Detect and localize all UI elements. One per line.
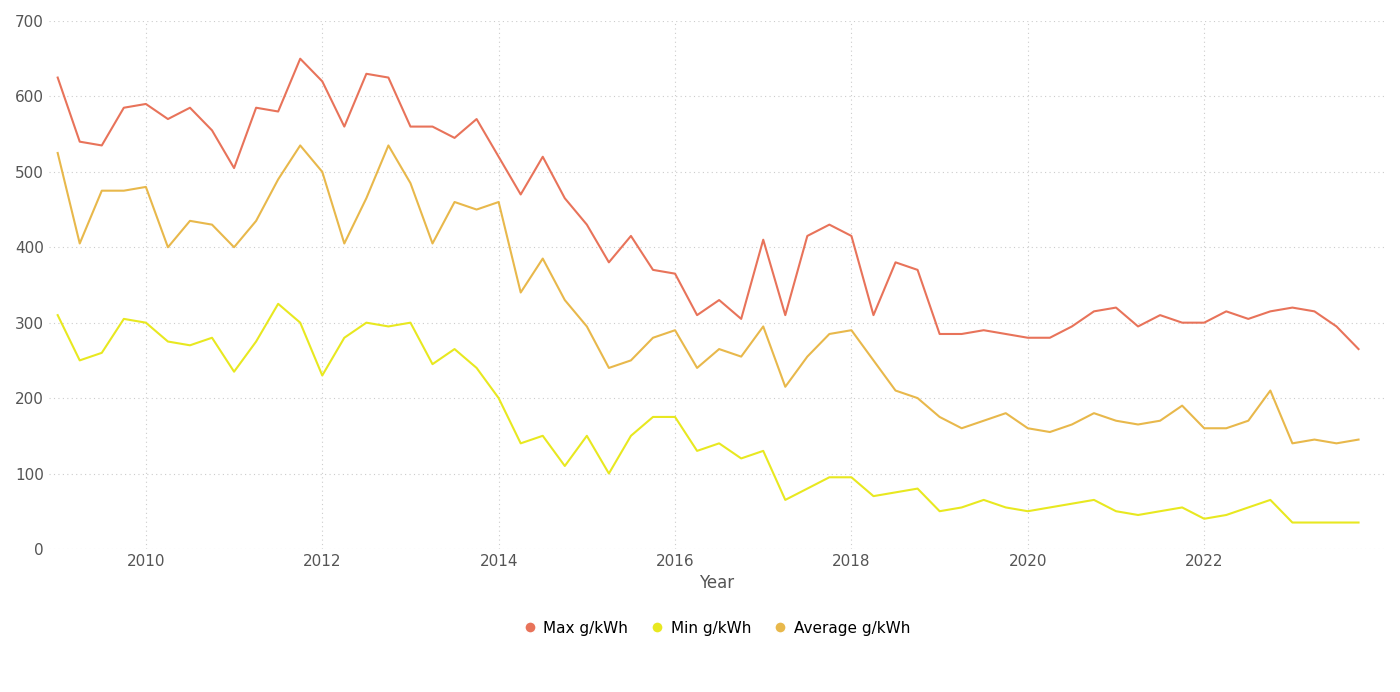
Min g/kWh [402, 318, 419, 327]
Min g/kWh [490, 394, 507, 402]
Average g/kWh [49, 149, 66, 157]
Min g/kWh [512, 439, 529, 448]
Average g/kWh [447, 198, 463, 206]
Max g/kWh [490, 153, 507, 161]
Average g/kWh [490, 198, 507, 206]
X-axis label: Year: Year [700, 574, 735, 592]
Max g/kWh [270, 107, 287, 116]
Max g/kWh [49, 73, 66, 82]
Max g/kWh [291, 55, 308, 63]
Min g/kWh [1284, 518, 1301, 527]
Max g/kWh [1350, 345, 1366, 353]
Line: Min g/kWh: Min g/kWh [57, 304, 1358, 522]
Average g/kWh [291, 141, 308, 149]
Max g/kWh [512, 190, 529, 199]
Max g/kWh [447, 134, 463, 142]
Min g/kWh [447, 345, 463, 353]
Average g/kWh [1284, 439, 1301, 448]
Max g/kWh [402, 122, 419, 131]
Min g/kWh [49, 311, 66, 319]
Line: Max g/kWh: Max g/kWh [57, 59, 1358, 349]
Average g/kWh [402, 179, 419, 188]
Average g/kWh [512, 289, 529, 297]
Average g/kWh [270, 175, 287, 183]
Min g/kWh [270, 300, 287, 308]
Min g/kWh [291, 318, 308, 327]
Average g/kWh [888, 386, 904, 394]
Min g/kWh [1350, 518, 1366, 527]
Max g/kWh [888, 258, 904, 266]
Min g/kWh [888, 489, 904, 497]
Line: Average g/kWh: Average g/kWh [57, 145, 1358, 444]
Average g/kWh [1350, 435, 1366, 444]
Legend: Max g/kWh, Min g/kWh, Average g/kWh: Max g/kWh, Min g/kWh, Average g/kWh [517, 614, 917, 642]
